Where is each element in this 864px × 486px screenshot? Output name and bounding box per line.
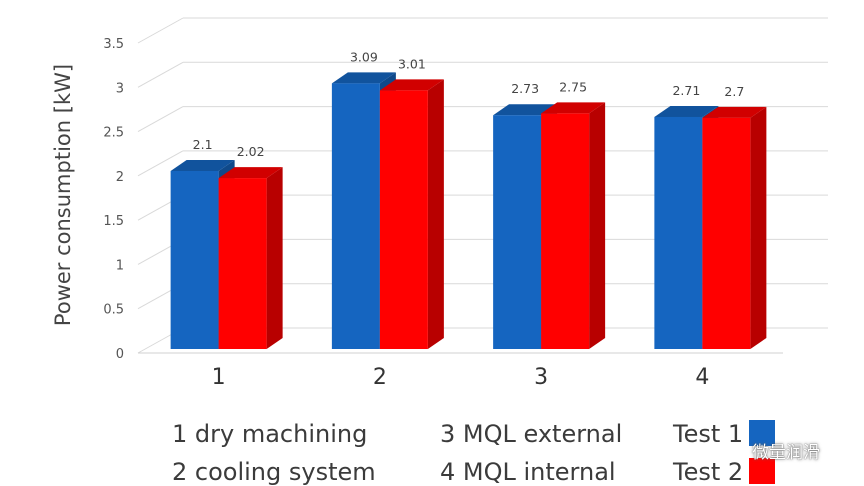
y-tick-label: 2 [116,170,124,185]
wechat-icon [724,441,745,459]
bar-top [218,167,283,179]
gridline-side [137,17,184,44]
legend-category-1: 1 dry machining [172,420,368,448]
y-tick-labels: 0 0.5 1 1.5 2 2.5 3 3.5 [103,37,124,362]
gridline-side [137,61,184,88]
x-tick-labels: 1 2 3 4 [212,365,710,390]
chart: 00.511.522.533.5 2.1 2.023.09 3.012.73 2.75… [51,17,828,390]
bars [170,72,767,350]
data-label: 2.73 [511,81,539,96]
bar-1-4 [654,116,703,349]
data-label: 2.75 [559,79,587,94]
bar-2-4 [702,117,751,349]
data-label: 2.71 [672,83,700,98]
gridline-side [137,106,184,133]
data-label: 3.09 [350,49,378,64]
bar-side [750,106,767,349]
bar-1-3 [493,115,542,349]
legend-category-2: 2 cooling system [172,458,376,486]
bar-top [654,105,719,117]
y-tick-label: 1 [116,258,124,273]
bar-top [541,102,606,114]
bar-side [589,102,606,349]
y-axis-title: Power consumption [kW] [51,64,75,326]
bar-top [702,106,767,118]
bar-top [493,104,558,116]
bar-2-2 [379,90,428,350]
y-tick-label: 2.5 [103,126,124,141]
x-tick-label: 1 [212,365,226,390]
legend-category-3: 3 MQL external [440,420,623,448]
y-tick-label: 0.5 [103,303,124,318]
x-tick-label: 4 [695,365,709,390]
gridline-side [137,150,184,177]
legend-category-4: 4 MQL internal [440,458,616,486]
bar-2-3 [541,113,590,349]
y-tick-label: 0 [116,347,124,362]
bar-side [266,167,283,349]
bar-top [379,79,444,91]
data-label: 2.02 [237,144,265,159]
x-tick-label: 2 [373,365,387,390]
bar-top [331,72,396,84]
y-tick-label: 1.5 [103,214,124,229]
watermark-text: 微量润滑 [752,443,820,463]
bar-1-2 [331,83,380,350]
data-label: 2.7 [724,84,744,99]
legend-series-2-label: Test 2 [673,458,744,486]
data-label: 3.01 [398,56,426,71]
bar-1-1 [170,171,219,349]
data-labels: 2.1 2.02 3.09 3.01 2.73 2.75 2.71 2.7 [193,49,745,159]
watermark: 微量润滑 [724,438,820,463]
legend-series-1-swatch [749,420,775,446]
bar-side [427,79,444,350]
data-label: 2.1 [193,137,213,152]
y-tick-label: 3 [116,81,124,96]
bar-top [170,160,235,171]
x-tick-label: 3 [534,365,548,390]
bar-2-1 [218,178,267,349]
legend-series-2-swatch [749,458,775,484]
legend-series-1-label: Test 1 [673,420,744,448]
y-tick-label: 3.5 [103,37,124,52]
